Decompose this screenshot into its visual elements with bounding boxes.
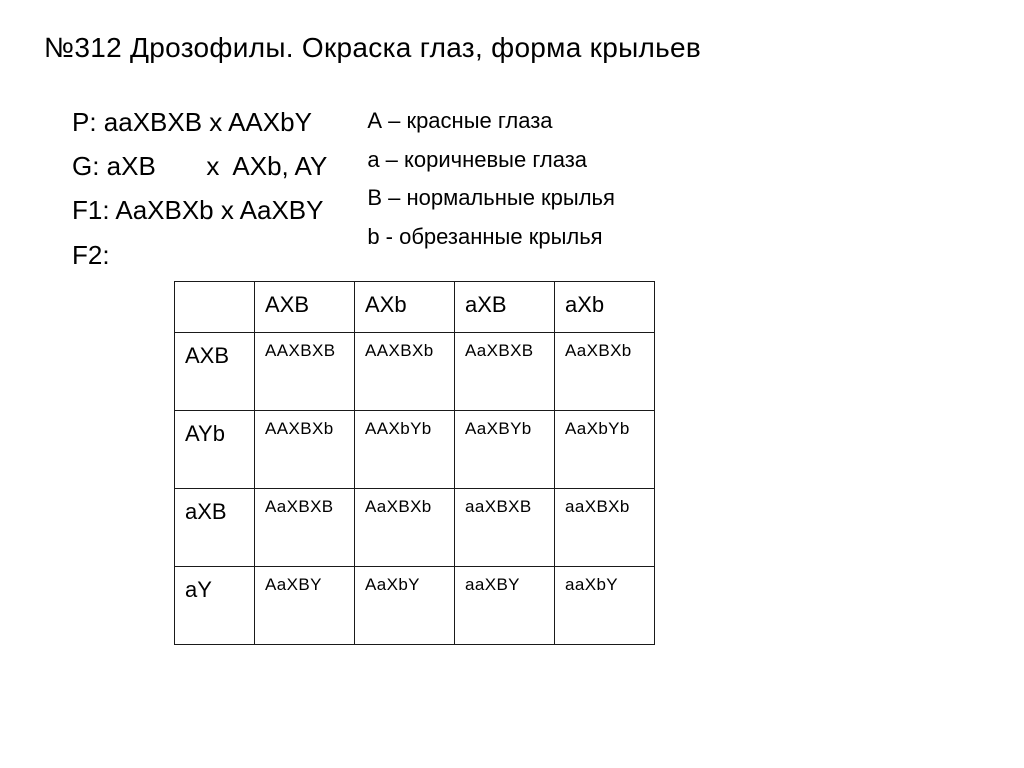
- cell: aaXBXb: [555, 488, 655, 566]
- cell: AaXBXb: [355, 488, 455, 566]
- line-f1: F1: AaXBXb x AaXBY: [72, 188, 327, 232]
- table-row: aXB AaXBXB AaXBXb aaXBXB aaXBXb: [175, 488, 655, 566]
- row-header: aXB: [175, 488, 255, 566]
- line-g: G: aXB x AXb, AY: [72, 144, 327, 188]
- allele-legend: А – красные глаза а – коричневые глаза В…: [367, 100, 980, 256]
- cell: AaXBXb: [555, 332, 655, 410]
- col-header: aXb: [555, 281, 655, 332]
- cell: AaXBXB: [255, 488, 355, 566]
- cell: AaXBYb: [455, 410, 555, 488]
- legend-B: В – нормальные крылья: [367, 179, 980, 218]
- table-row: AYb AAXBXb AAXbYb AaXBYb AaXbYb: [175, 410, 655, 488]
- row-header: aY: [175, 566, 255, 644]
- legend-A: А – красные глаза: [367, 102, 980, 141]
- col-header: AXB: [255, 281, 355, 332]
- content-row: P: aaXBXB x AAXbY G: aXB x AXb, AY F1: A…: [44, 100, 980, 285]
- legend-a: а – коричневые глаза: [367, 141, 980, 180]
- cell: AaXbY: [355, 566, 455, 644]
- cell: AaXBY: [255, 566, 355, 644]
- punnett-square: AXB AXb aXB aXb AXB AAXBXB AAXBXb AaXBXB…: [174, 281, 655, 645]
- col-header: AXb: [355, 281, 455, 332]
- cell: AAXBXb: [355, 332, 455, 410]
- line-p: P: aaXBXB x AAXbY: [72, 100, 327, 144]
- row-header: AYb: [175, 410, 255, 488]
- table-row: AXB AAXBXB AAXBXb AaXBXB AaXBXb: [175, 332, 655, 410]
- cell: aaXBY: [455, 566, 555, 644]
- cell: aaXbY: [555, 566, 655, 644]
- page-title: №312 Дрозофилы. Окраска глаз, форма крыл…: [44, 32, 980, 64]
- line-f2: F2:: [72, 233, 327, 277]
- cell: AAXBXB: [255, 332, 355, 410]
- cell: AaXBXB: [455, 332, 555, 410]
- cell: AAXbYb: [355, 410, 455, 488]
- row-header: AXB: [175, 332, 255, 410]
- corner-cell: [175, 281, 255, 332]
- legend-b: b - обрезанные крылья: [367, 218, 980, 257]
- cell: AAXBXb: [255, 410, 355, 488]
- col-header: aXB: [455, 281, 555, 332]
- cell: AaXbYb: [555, 410, 655, 488]
- cell: aaXBXB: [455, 488, 555, 566]
- table-row: aY AaXBY AaXbY aaXBY aaXbY: [175, 566, 655, 644]
- cross-block: P: aaXBXB x AAXbY G: aXB x AXb, AY F1: A…: [72, 100, 327, 285]
